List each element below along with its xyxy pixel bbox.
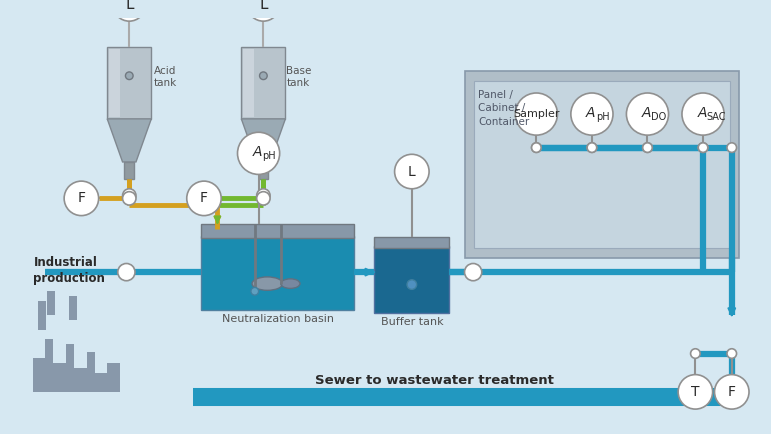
- Bar: [201, 224, 355, 238]
- Bar: [39, 301, 46, 329]
- Text: L: L: [125, 0, 133, 13]
- Text: Industrial
production: Industrial production: [33, 256, 106, 285]
- Circle shape: [531, 143, 541, 152]
- Text: Panel /
Cabinet /
Container: Panel / Cabinet / Container: [478, 90, 529, 127]
- Bar: [201, 236, 355, 310]
- Text: SAC: SAC: [707, 112, 726, 122]
- Text: Acid
tank: Acid tank: [154, 66, 177, 88]
- Text: pH: pH: [596, 112, 609, 122]
- Text: L: L: [259, 0, 268, 13]
- Bar: [124, 162, 134, 179]
- Text: pH: pH: [262, 151, 276, 161]
- Circle shape: [588, 143, 597, 152]
- Circle shape: [699, 143, 708, 152]
- Circle shape: [113, 0, 146, 21]
- Text: Neutralization basin: Neutralization basin: [222, 314, 334, 324]
- Text: T: T: [691, 385, 699, 399]
- Text: Sewer to wastewater treatment: Sewer to wastewater treatment: [315, 374, 554, 387]
- Circle shape: [64, 181, 99, 216]
- Circle shape: [464, 263, 482, 281]
- Text: L: L: [408, 164, 416, 178]
- Circle shape: [715, 375, 749, 409]
- Bar: [474, 81, 730, 248]
- Circle shape: [727, 349, 736, 358]
- Circle shape: [571, 93, 613, 135]
- Circle shape: [699, 143, 708, 152]
- Circle shape: [407, 280, 416, 289]
- Bar: [375, 237, 449, 248]
- Bar: [375, 246, 449, 313]
- Bar: [47, 291, 55, 315]
- Circle shape: [251, 287, 258, 295]
- Circle shape: [237, 132, 280, 174]
- Circle shape: [682, 93, 724, 135]
- Ellipse shape: [252, 277, 283, 290]
- Circle shape: [187, 181, 221, 216]
- Bar: [109, 49, 120, 117]
- Circle shape: [643, 143, 652, 152]
- Bar: [241, 47, 285, 119]
- Circle shape: [123, 189, 136, 202]
- Circle shape: [643, 143, 652, 152]
- Ellipse shape: [281, 279, 300, 289]
- Text: Sampler: Sampler: [513, 109, 560, 119]
- Text: F: F: [77, 191, 86, 205]
- Bar: [69, 296, 76, 320]
- Circle shape: [247, 0, 280, 21]
- Text: F: F: [728, 385, 736, 399]
- Circle shape: [257, 189, 270, 202]
- Circle shape: [257, 192, 270, 205]
- Circle shape: [515, 93, 557, 135]
- Bar: [107, 47, 151, 119]
- Circle shape: [678, 375, 712, 409]
- Circle shape: [126, 72, 133, 79]
- Circle shape: [260, 72, 268, 79]
- Circle shape: [691, 349, 700, 358]
- Text: DO: DO: [651, 112, 667, 122]
- Polygon shape: [241, 119, 285, 162]
- Text: A: A: [586, 106, 596, 120]
- Polygon shape: [33, 339, 120, 392]
- Circle shape: [588, 143, 597, 152]
- Circle shape: [123, 192, 136, 205]
- Bar: [464, 71, 739, 258]
- Text: A: A: [697, 106, 707, 120]
- Circle shape: [531, 143, 541, 152]
- Text: F: F: [200, 191, 208, 205]
- Circle shape: [626, 93, 668, 135]
- Circle shape: [727, 143, 736, 152]
- Text: Base
tank: Base tank: [286, 66, 311, 88]
- Circle shape: [118, 263, 135, 281]
- Text: A: A: [253, 145, 262, 159]
- Circle shape: [395, 155, 429, 189]
- Bar: [244, 49, 254, 117]
- Polygon shape: [107, 119, 151, 162]
- Bar: [258, 162, 268, 179]
- Text: A: A: [641, 106, 651, 120]
- Text: Buffer tank: Buffer tank: [381, 317, 443, 327]
